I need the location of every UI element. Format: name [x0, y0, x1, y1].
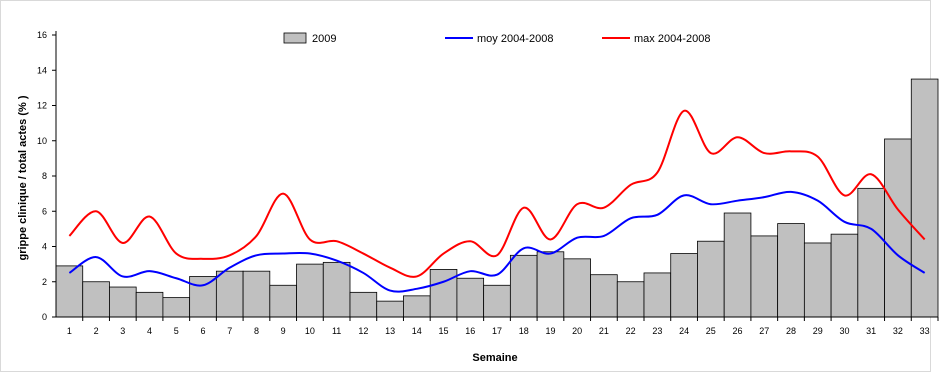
x-tick-label: 4 [147, 326, 152, 336]
x-tick-label: 7 [227, 326, 232, 336]
x-tick-label: 27 [759, 326, 769, 336]
bar-2009-week-3 [109, 286, 137, 318]
y-tick-label: 4 [42, 242, 47, 252]
bar-2009-week-6 [189, 276, 217, 318]
lines-layer [68, 109, 926, 293]
x-tick-label: 6 [200, 326, 205, 336]
legend: 2009 moy 2004-2008 max 2004-2008 [283, 32, 710, 45]
bar-2009-week-21 [590, 274, 618, 318]
x-tick-label: 33 [920, 326, 930, 336]
bar-2009-week-33 [910, 78, 939, 318]
x-tick-label: 19 [545, 326, 555, 336]
x-tick-label: 2 [94, 326, 99, 336]
bar-2009-week-15 [429, 269, 458, 318]
bar-2009-week-2 [82, 281, 110, 318]
x-tick-label: 26 [733, 326, 743, 336]
x-tick-label: 9 [281, 326, 286, 336]
bar-2009-week-20 [563, 258, 591, 318]
bar-2009-week-10 [296, 263, 324, 318]
bar-2009-week-28 [777, 223, 805, 318]
y-tick-label: 2 [42, 277, 47, 287]
y-tick-label: 16 [37, 30, 47, 40]
x-axis-title: Semaine [472, 352, 517, 364]
x-tick-label: 16 [465, 326, 475, 336]
x-tick-label: 20 [572, 326, 582, 336]
bar-2009-week-27 [750, 235, 779, 318]
series-line-moy [68, 190, 926, 293]
x-tick-label: 24 [679, 326, 689, 336]
x-tick-label: 29 [813, 326, 823, 336]
x-tick-label: 8 [254, 326, 259, 336]
x-tick-label: 10 [305, 326, 315, 336]
x-tick-label: 28 [786, 326, 796, 336]
x-tick-label: 17 [492, 326, 502, 336]
bar-2009-week-12 [349, 291, 378, 318]
x-tick-label: 11 [332, 326, 341, 336]
bar-2009-week-16 [456, 277, 485, 318]
series-line-max [68, 109, 926, 278]
bar-2009-week-31 [857, 187, 885, 318]
bar-2009-week-5 [162, 297, 191, 318]
x-tick-label: 30 [839, 326, 849, 336]
bar-2009-week-9 [269, 284, 297, 318]
x-tick-label: 12 [358, 326, 368, 336]
bar-2009-week-11 [322, 261, 351, 318]
x-tick-label: 5 [174, 326, 179, 336]
x-tick-label: 14 [412, 326, 422, 336]
bars-layer [55, 78, 939, 318]
legend-label-moy: moy 2004-2008 [477, 33, 553, 45]
y-tick-label: 8 [42, 171, 47, 181]
bar-2009-week-19 [536, 251, 565, 318]
x-tick-label: 15 [439, 326, 449, 336]
legend-label-2009: 2009 [312, 33, 336, 45]
bar-2009-week-4 [135, 291, 164, 318]
bar-2009-week-22 [616, 281, 645, 318]
x-tick-label: 3 [120, 326, 125, 336]
x-tick-label: 13 [385, 326, 395, 336]
x-tick-label: 32 [893, 326, 903, 336]
x-tick-label: 1 [67, 326, 72, 336]
bar-2009-week-24 [670, 253, 698, 318]
bar-2009-week-32 [884, 138, 912, 318]
legend-label-max: max 2004-2008 [634, 33, 710, 45]
bar-2009-week-26 [723, 212, 752, 318]
x-tick-label: 21 [599, 326, 609, 336]
y-tick-label: 14 [37, 65, 47, 75]
y-tick-label: 6 [42, 206, 47, 216]
bar-2009-week-18 [509, 254, 538, 318]
bar-2009-week-30 [830, 233, 859, 318]
x-tick-label: 25 [706, 326, 716, 336]
x-tick-label: 22 [626, 326, 636, 336]
bar-2009-week-14 [403, 295, 431, 318]
legend-swatch-2009 [283, 32, 307, 44]
x-tick-label: 18 [519, 326, 529, 336]
y-tick-label: 10 [37, 136, 47, 146]
x-tick-label: 23 [652, 326, 662, 336]
bar-2009-week-1 [55, 265, 84, 318]
bar-2009-week-25 [697, 240, 725, 318]
bar-2009-week-13 [376, 300, 404, 318]
bar-2009-week-23 [643, 272, 672, 318]
bar-2009-week-7 [215, 270, 244, 318]
bar-2009-week-8 [242, 270, 271, 318]
x-tick-label: 31 [866, 326, 876, 336]
y-axis-title: grippe clinique / total actes (% ) [17, 95, 29, 260]
y-tick-label: 12 [37, 101, 47, 111]
bar-2009-week-29 [803, 242, 832, 318]
bar-2009-week-17 [483, 284, 511, 318]
y-tick-label: 0 [42, 312, 47, 322]
